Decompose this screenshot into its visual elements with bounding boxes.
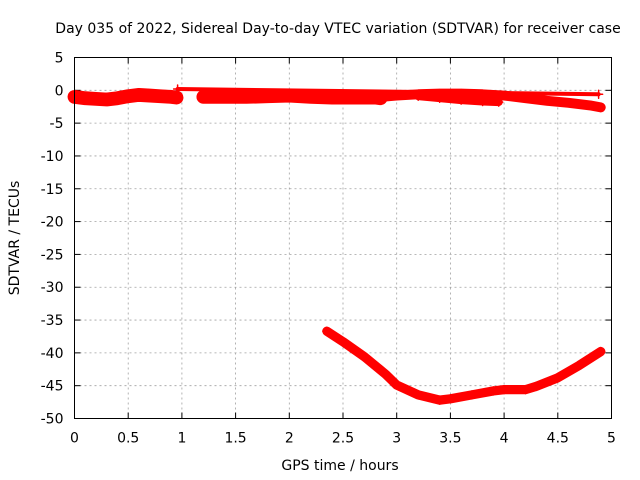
data-point-marker <box>381 369 391 380</box>
data-point-marker <box>359 352 370 362</box>
data-point-marker <box>375 92 386 102</box>
data-point-marker <box>91 94 101 104</box>
data-series <box>67 84 606 405</box>
data-point-marker <box>172 84 183 94</box>
y-tick-label: -25 <box>41 247 64 263</box>
data-point-marker <box>80 93 90 103</box>
data-point-marker <box>348 92 359 103</box>
y-tick-label: -15 <box>41 182 64 198</box>
data-point-marker <box>144 90 155 101</box>
series-isolated-points <box>172 84 604 100</box>
x-tick-label: 1 <box>177 431 186 447</box>
series-upper-band-branch <box>413 91 504 107</box>
y-tick-label: -35 <box>41 313 64 329</box>
data-point-marker <box>520 93 531 103</box>
data-point-marker <box>241 92 252 102</box>
data-point-marker <box>112 93 123 103</box>
data-point-marker <box>477 96 488 107</box>
data-point-marker <box>101 94 112 105</box>
series-lower-curve <box>322 326 606 405</box>
x-tick-label: 2 <box>285 431 294 447</box>
data-point-marker <box>391 380 402 390</box>
y-axis-ticks: 5 0 -5 -10 -15 -20 -25 -30 -35 -40 -45 -50 <box>41 51 612 428</box>
data-point-marker <box>531 381 542 392</box>
data-point-marker <box>542 96 552 106</box>
data-point-marker <box>123 91 133 101</box>
y-tick-label: -40 <box>41 346 64 362</box>
data-point-marker <box>553 373 563 383</box>
series-band <box>322 326 606 405</box>
x-axis-label: GPS time / hours <box>281 458 398 474</box>
data-point-marker <box>596 346 606 357</box>
data-point-marker <box>520 384 531 395</box>
data-point-marker <box>338 336 348 347</box>
grid <box>74 57 612 419</box>
data-point-marker <box>488 386 499 396</box>
data-point-marker <box>220 92 230 102</box>
x-tick-label: 3.5 <box>439 431 461 447</box>
y-tick-label: -5 <box>50 116 64 132</box>
data-point-marker <box>134 90 144 100</box>
data-point-marker <box>499 384 509 395</box>
series-upper-band-segment-1 <box>67 87 184 107</box>
data-point-marker <box>284 90 295 101</box>
series-band <box>175 87 601 97</box>
data-point-marker <box>493 97 504 107</box>
data-point-marker <box>198 92 209 102</box>
data-point-marker <box>574 360 585 371</box>
x-axis-ticks: 0 0.5 1 1.5 2 2.5 3 3.5 4 4.5 5 <box>70 57 616 447</box>
y-tick-label: -20 <box>41 215 64 231</box>
y-tick-label: 5 <box>55 51 64 67</box>
x-tick-label: 3 <box>392 431 401 447</box>
data-point-marker <box>327 92 338 103</box>
chart-title: Day 035 of 2022, Sidereal Day-to-day VTE… <box>55 21 620 37</box>
y-tick-label: 0 <box>55 83 64 99</box>
x-tick-label: 2.5 <box>332 431 354 447</box>
series-band <box>196 88 388 106</box>
data-point-marker <box>263 91 273 101</box>
data-point-marker <box>306 92 316 102</box>
data-point-marker <box>413 390 423 400</box>
y-tick-label: -10 <box>41 149 64 165</box>
y-axis-label: SDTVAR / TECUs <box>7 181 23 296</box>
x-tick-label: 5 <box>607 431 616 447</box>
y-tick-label: -45 <box>41 379 64 395</box>
plot-border <box>74 57 612 419</box>
x-tick-label: 0.5 <box>117 431 139 447</box>
data-point-marker <box>171 92 182 103</box>
data-point-marker <box>155 91 166 101</box>
data-point-marker <box>563 98 574 108</box>
x-tick-label: 4 <box>500 431 509 447</box>
data-point-marker <box>467 390 477 400</box>
data-point-marker <box>585 100 595 111</box>
data-point-marker <box>596 102 606 113</box>
x-tick-label: 1.5 <box>224 431 246 447</box>
data-point-marker <box>434 93 445 103</box>
x-tick-label: 0 <box>70 431 79 447</box>
data-point-marker <box>322 326 332 336</box>
data-point-marker <box>456 95 466 105</box>
data-point-marker <box>434 395 445 405</box>
data-point-marker <box>445 394 456 404</box>
y-tick-label: -50 <box>41 412 64 428</box>
data-point-marker <box>593 89 604 100</box>
x-tick-label: 4.5 <box>547 431 569 447</box>
y-tick-label: -30 <box>41 280 64 296</box>
